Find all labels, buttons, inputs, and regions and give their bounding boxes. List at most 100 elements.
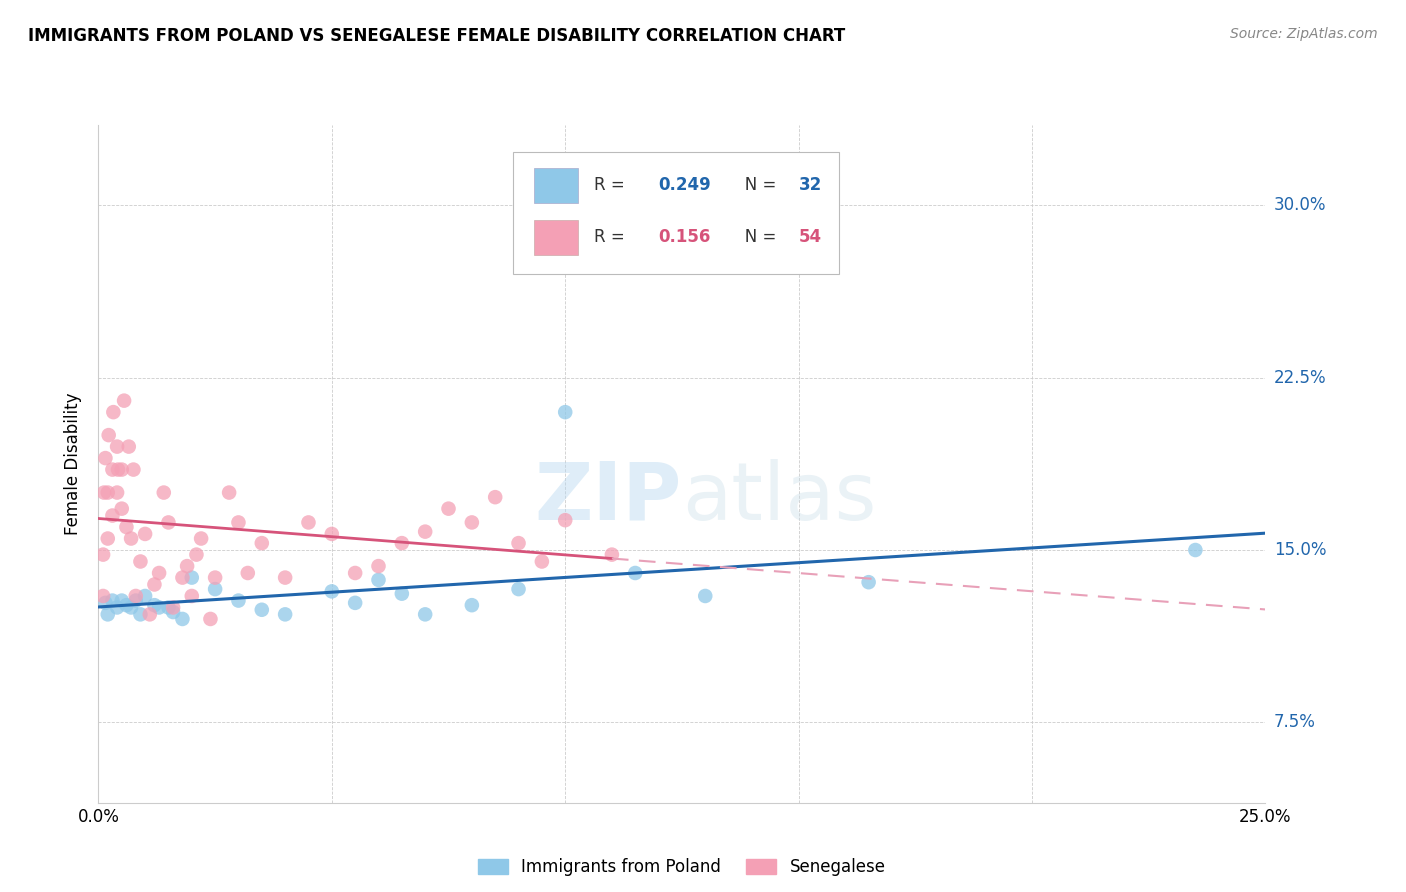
Point [858,575,880,590]
Text: 7.5%: 7.5% [1274,714,1316,731]
Legend: Immigrants from Poland, Senegalese: Immigrants from Poland, Senegalese [471,851,893,882]
Point [93,485,115,500]
Point [250,603,273,617]
Point [236,566,259,580]
Point [125,593,148,607]
Point [437,501,460,516]
Point [413,607,436,622]
Point [115,598,138,612]
Point [624,566,647,580]
Point [190,532,212,546]
Point [391,536,413,550]
Point [94,451,117,466]
Point [228,593,250,607]
Point [91,548,114,562]
Point [344,566,367,580]
Text: N =: N = [728,228,782,246]
Point [508,582,530,596]
Y-axis label: Female Disability: Female Disability [65,392,83,535]
Point [101,593,124,607]
Point [115,520,138,534]
Point [111,593,134,607]
Point [157,600,180,615]
Point [143,598,166,612]
Point [344,596,367,610]
FancyBboxPatch shape [534,168,578,202]
Point [125,589,148,603]
Text: 54: 54 [799,228,821,246]
Point [129,554,152,568]
Text: N =: N = [728,177,782,194]
Point [101,462,124,476]
Point [461,516,484,530]
Point [172,571,194,585]
Point [413,524,436,539]
Point [250,536,273,550]
Point [120,600,142,615]
Point [120,532,142,546]
Point [122,462,145,476]
Point [554,405,576,419]
Point [321,584,343,599]
Point [111,462,134,476]
Text: atlas: atlas [682,458,876,537]
Point [172,612,194,626]
Point [157,516,180,530]
Point [134,527,156,541]
Point [274,571,297,585]
Point [103,405,125,419]
Point [91,589,114,603]
Point [180,589,202,603]
Point [204,582,226,596]
Point [94,596,117,610]
Point [484,490,506,504]
Point [152,485,174,500]
Point [228,516,250,530]
Point [97,428,120,442]
FancyBboxPatch shape [513,152,839,274]
Point [162,600,184,615]
Point [218,485,240,500]
Text: ZIP: ZIP [534,458,682,537]
FancyBboxPatch shape [534,219,578,255]
Point [180,571,202,585]
Point [148,566,170,580]
Point [461,598,484,612]
Point [274,607,297,622]
Point [297,516,319,530]
Point [118,440,141,454]
Point [101,508,124,523]
Point [321,527,343,541]
Point [508,536,530,550]
Text: 32: 32 [799,177,823,194]
Point [105,440,128,454]
Point [391,587,413,601]
Point [695,589,717,603]
Point [367,559,389,574]
Point [139,607,162,622]
Point [112,393,135,408]
Text: Source: ZipAtlas.com: Source: ZipAtlas.com [1230,27,1378,41]
Text: 30.0%: 30.0% [1274,196,1326,214]
Point [97,532,120,546]
Point [111,501,134,516]
Point [129,607,152,622]
Text: R =: R = [595,228,630,246]
Text: R =: R = [595,177,630,194]
Point [143,577,166,591]
Point [600,548,623,562]
Point [105,485,128,500]
Text: 15.0%: 15.0% [1274,541,1326,559]
Point [162,605,184,619]
Text: 0.249: 0.249 [658,177,711,194]
Point [1184,543,1206,558]
Point [554,513,576,527]
Point [176,559,198,574]
Text: 22.5%: 22.5% [1274,368,1326,386]
Point [134,589,156,603]
Point [367,573,389,587]
Point [107,462,129,476]
Text: IMMIGRANTS FROM POLAND VS SENEGALESE FEMALE DISABILITY CORRELATION CHART: IMMIGRANTS FROM POLAND VS SENEGALESE FEM… [28,27,845,45]
Point [105,600,128,615]
Point [530,554,553,568]
